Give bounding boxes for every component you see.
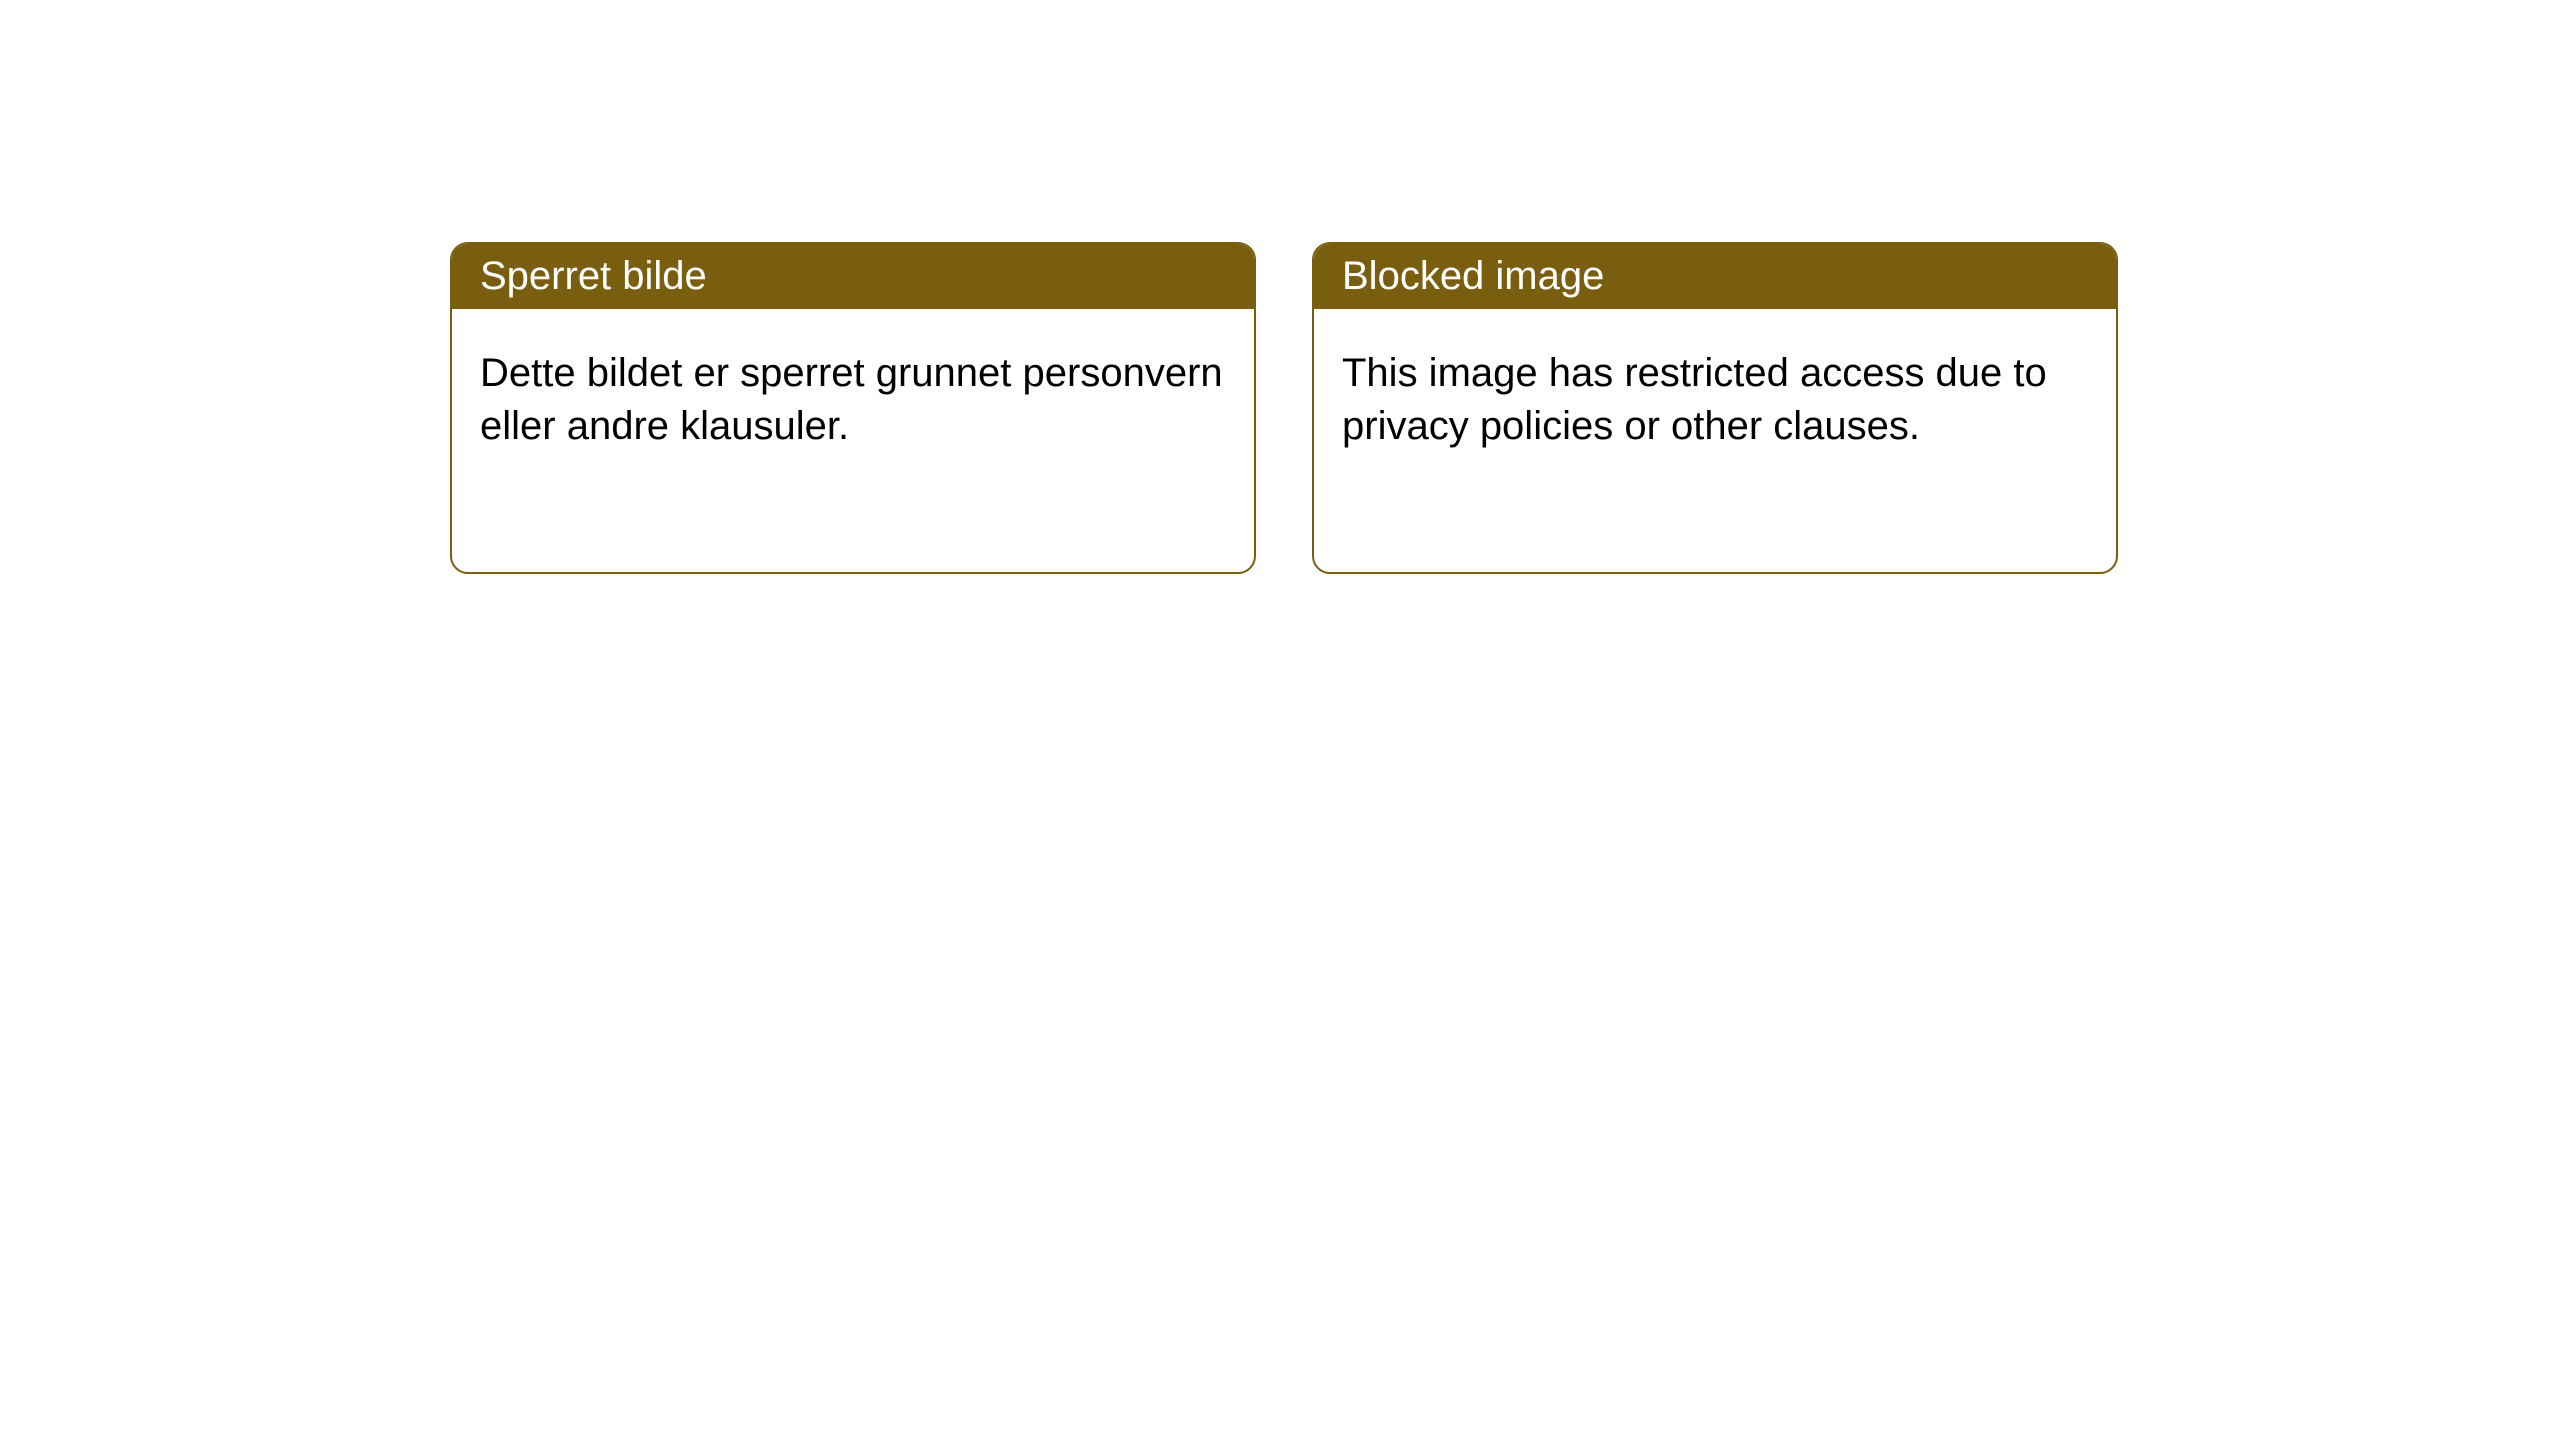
card-header: Sperret bilde xyxy=(452,244,1254,309)
card-body-text: This image has restricted access due to … xyxy=(1342,351,2047,448)
card-body-text: Dette bildet er sperret grunnet personve… xyxy=(480,351,1223,448)
card-header: Blocked image xyxy=(1314,244,2116,309)
card-body: This image has restricted access due to … xyxy=(1314,309,2116,491)
card-body: Dette bildet er sperret grunnet personve… xyxy=(452,309,1254,491)
card-title: Blocked image xyxy=(1342,254,1604,298)
card-title: Sperret bilde xyxy=(480,254,707,298)
cards-container: Sperret bilde Dette bildet er sperret gr… xyxy=(0,0,2560,574)
blocked-image-card-english: Blocked image This image has restricted … xyxy=(1312,242,2118,574)
blocked-image-card-norwegian: Sperret bilde Dette bildet er sperret gr… xyxy=(450,242,1256,574)
